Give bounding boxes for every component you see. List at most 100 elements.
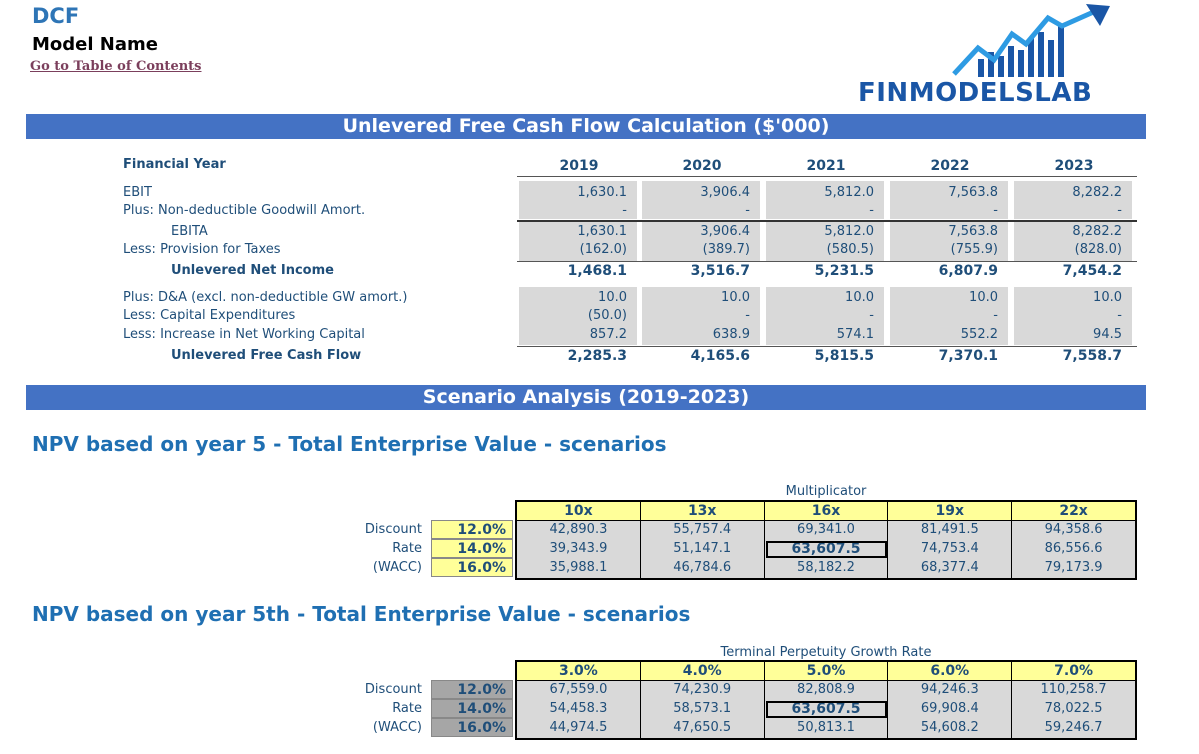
grid-cell: 35,988.1 bbox=[517, 559, 641, 578]
cell-shade bbox=[642, 181, 760, 219]
grid-header-cell: 6.0% bbox=[888, 662, 1013, 680]
row-label: Less: Provision for Taxes bbox=[123, 242, 281, 257]
row-label: Unlevered Free Cash Flow bbox=[171, 348, 362, 363]
row-value: 574.1 bbox=[836, 327, 874, 342]
row-value: 3,516.7 bbox=[690, 263, 750, 279]
row-value: - bbox=[745, 203, 750, 218]
grid-cell: 47,650.5 bbox=[641, 719, 765, 738]
grid-cell: 86,556.6 bbox=[1044, 541, 1103, 556]
row-label: Unlevered Net Income bbox=[171, 263, 334, 278]
year-header: 2022 bbox=[930, 158, 970, 174]
discount-rate: 12.0% bbox=[431, 520, 513, 539]
discount-rate: 14.0% bbox=[431, 699, 513, 718]
multiple-grid: 10x 13x 16x 19x 22x 42,890.3 55,757.4 69,341.0 8… bbox=[515, 500, 1137, 580]
grid-cell: 69,341.0 bbox=[765, 521, 889, 540]
grid-cell: 69,908.4 bbox=[888, 700, 1013, 719]
cell-shade bbox=[1014, 181, 1132, 219]
grid-header-row: 10x 13x 16x 19x 22x bbox=[517, 502, 1135, 521]
cell-shade bbox=[1014, 287, 1132, 345]
row-value: (828.0) bbox=[1074, 242, 1122, 257]
cell-shade bbox=[519, 181, 637, 219]
row-value: 8,282.2 bbox=[1072, 224, 1122, 239]
row-value: 7,370.1 bbox=[938, 348, 998, 364]
grid-cell: 82,808.9 bbox=[765, 681, 889, 700]
row-value: 2,285.3 bbox=[567, 348, 627, 364]
row-value: 7,563.8 bbox=[948, 185, 998, 200]
row-value: (162.0) bbox=[579, 242, 627, 257]
year-header: 2020 bbox=[682, 158, 722, 174]
row-value: 5,815.5 bbox=[814, 348, 874, 364]
grid-cell: 51,147.1 bbox=[641, 540, 765, 559]
discount-rate: 12.0% bbox=[431, 680, 513, 699]
grid-cell: 94,358.6 bbox=[1044, 522, 1103, 537]
perpetuity-caption: Terminal Perpetuity Growth Rate bbox=[720, 645, 932, 660]
row-value: (580.5) bbox=[826, 242, 874, 257]
grid-cell: 55,757.4 bbox=[641, 521, 765, 540]
side-label: (WACC) bbox=[372, 720, 422, 735]
grid-row: 44,974.5 47,650.5 50,813.1 54,608.2 59,246.7 bbox=[517, 719, 1135, 738]
row-value: 5,812.0 bbox=[824, 185, 874, 200]
perpetuity-grid: 3.0% 4.0% 5.0% 6.0% 7.0% 67,559.0 74,230.9 82,8… bbox=[515, 660, 1137, 740]
scenario-banner: Scenario Analysis (2019-2023) bbox=[26, 385, 1146, 410]
toc-link[interactable]: Go to Table of Contents bbox=[30, 59, 202, 74]
grid-header-cell: 19x bbox=[888, 502, 1013, 520]
year-label: Financial Year bbox=[123, 157, 226, 172]
row-value: 1,630.1 bbox=[577, 224, 627, 239]
row-value: 5,812.0 bbox=[824, 224, 874, 239]
header-rule bbox=[517, 176, 1137, 177]
cell-shade bbox=[519, 287, 637, 345]
row-value: 857.2 bbox=[589, 327, 627, 342]
grid-header-cell: 7.0% bbox=[1054, 663, 1093, 679]
row-label: Less: Capital Expenditures bbox=[123, 308, 296, 323]
cell-shade bbox=[1014, 221, 1132, 261]
grid-row: 67,559.0 74,230.9 82,808.9 94,246.3 110,258.… bbox=[517, 681, 1135, 700]
side-label: Discount bbox=[364, 522, 422, 537]
grid-cell: 74,753.4 bbox=[888, 540, 1013, 559]
page-title: DCF bbox=[32, 4, 80, 28]
grid-cell: 79,173.9 bbox=[1044, 560, 1103, 575]
side-label: Rate bbox=[392, 701, 422, 716]
row-value: 7,563.8 bbox=[948, 224, 998, 239]
row-value: - bbox=[869, 308, 874, 323]
row-value: 10.0 bbox=[721, 290, 750, 305]
total-rule bbox=[517, 346, 1137, 347]
row-value: 10.0 bbox=[845, 290, 874, 305]
row-value: 4,165.6 bbox=[690, 348, 750, 364]
grid-cell: 39,343.9 bbox=[517, 540, 641, 559]
side-label: Rate bbox=[392, 541, 422, 556]
grid-header-cell: 16x bbox=[765, 502, 889, 520]
grid-header-cell: 5.0% bbox=[765, 662, 889, 680]
grid-cell: 110,258.7 bbox=[1040, 682, 1107, 697]
model-name: Model Name bbox=[32, 34, 158, 55]
year-header: 2021 bbox=[806, 158, 846, 174]
cell-shade bbox=[890, 287, 1008, 345]
grid-cell: 46,784.6 bbox=[641, 559, 765, 578]
row-value: - bbox=[745, 308, 750, 323]
cell-shade bbox=[890, 221, 1008, 261]
row-value: (389.7) bbox=[702, 242, 750, 257]
grid-header-cell: 3.0% bbox=[517, 662, 641, 680]
side-label: Discount bbox=[364, 682, 422, 697]
row-label: EBITA bbox=[171, 224, 208, 239]
grid-row: 39,343.9 51,147.1 63,607.5 74,753.4 86,556.6 bbox=[517, 540, 1135, 559]
grid-header-cell: 4.0% bbox=[641, 662, 765, 680]
grid-cell: 58,573.1 bbox=[641, 700, 765, 719]
grid-cell: 44,974.5 bbox=[517, 719, 641, 738]
row-value: - bbox=[993, 203, 998, 218]
grid-cell: 68,377.4 bbox=[888, 559, 1013, 578]
row-value: 5,231.5 bbox=[814, 263, 874, 279]
multiple-rate-column: 12.0% 14.0% 16.0% bbox=[431, 520, 513, 577]
row-value: 638.9 bbox=[712, 327, 750, 342]
row-value: 10.0 bbox=[1093, 290, 1122, 305]
cell-shade bbox=[766, 181, 884, 219]
multiple-caption: Multiplicator bbox=[785, 484, 867, 499]
row-value: - bbox=[869, 203, 874, 218]
discount-rate: 16.0% bbox=[431, 718, 513, 737]
cell-shade bbox=[890, 181, 1008, 219]
cell-shade bbox=[642, 221, 760, 261]
row-value: (755.9) bbox=[950, 242, 998, 257]
grid-cell: 50,813.1 bbox=[765, 719, 889, 738]
row-label: EBIT bbox=[123, 185, 152, 200]
row-label: Plus: Non-deductible Goodwill Amort. bbox=[123, 203, 366, 218]
row-value: (50.0) bbox=[587, 308, 627, 323]
